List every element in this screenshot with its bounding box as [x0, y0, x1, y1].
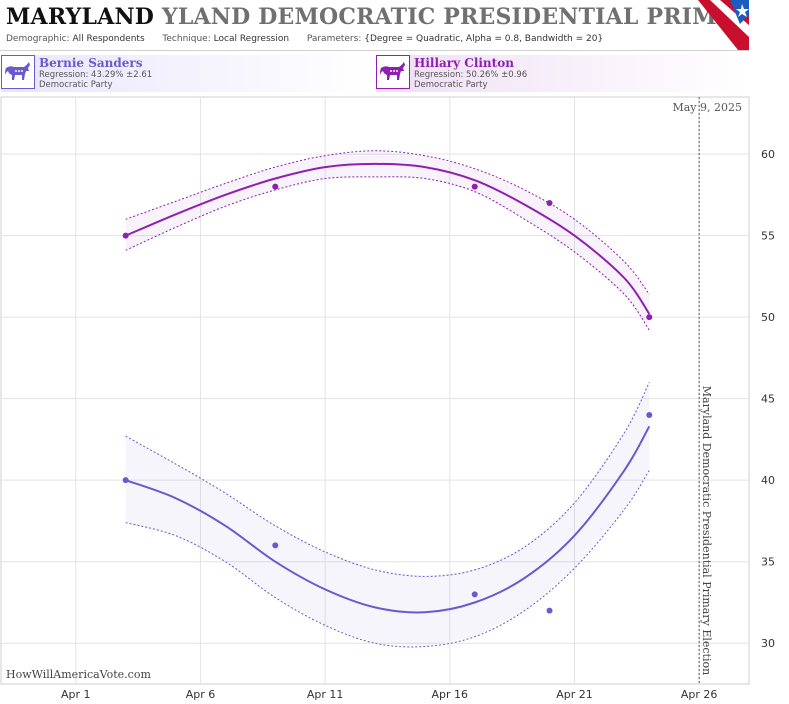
y-tick-label: 30	[761, 637, 775, 650]
plot-area	[0, 96, 750, 685]
poll-points	[122, 183, 653, 614]
candidate-card-clinton: Hillary Clinton Regression: 50.26% ±0.96…	[376, 55, 746, 92]
fit-lines	[125, 162, 651, 614]
candidate-regression: Regression: 43.29% ±2.61	[39, 70, 153, 80]
poll-point	[272, 542, 279, 549]
candidate-regression: Regression: 50.26% ±0.96	[414, 70, 528, 80]
y-tick-label: 35	[761, 556, 775, 569]
upper-bound-line	[125, 382, 650, 577]
title-rest: YLAND DEMOCRATIC PRESIDENTIAL PRIMARY 20…	[161, 4, 749, 30]
poll-point	[646, 314, 653, 321]
regression-line	[125, 162, 651, 315]
upper-bound-line	[125, 150, 650, 295]
parameters-label: Parameters:	[306, 34, 362, 44]
poll-point	[471, 591, 478, 598]
event-label: Maryland Democratic Presidential Primary…	[700, 386, 713, 675]
y-tick-label: 50	[761, 311, 775, 324]
poll-point	[122, 477, 129, 484]
technique-value: Local Regression	[213, 34, 290, 44]
title-state: MARYLAND	[6, 4, 155, 30]
chart-header: MARYLAND YLAND DEMOCRATIC PRESIDENTIAL P…	[0, 0, 749, 51]
y-tick-label: 45	[761, 393, 775, 406]
candidate-name: Hillary Clinton	[414, 56, 514, 70]
donkey-icon	[1, 55, 35, 89]
poll-point	[546, 607, 553, 614]
poll-point	[122, 232, 129, 239]
poll-point	[471, 183, 478, 190]
site-logo-icon	[698, 0, 749, 50]
donkey-icon	[376, 55, 410, 89]
parameters-value: {Degree = Quadratic, Alpha = 0.8, Bandwi…	[364, 34, 604, 44]
confidence-bands	[125, 150, 650, 648]
x-tick-label: Apr 21	[556, 688, 593, 701]
candidate-name: Bernie Sanders	[39, 56, 143, 70]
y-tick-label: 55	[761, 230, 775, 243]
x-tick-label: Apr 6	[186, 688, 216, 701]
poll-point	[272, 183, 279, 190]
date-label: May 9, 2025	[672, 101, 742, 114]
poll-point	[646, 411, 653, 418]
y-tick-label: 60	[761, 148, 775, 161]
watermark-text: HowWillAmericaVote.com	[6, 668, 151, 681]
chart-parameters: Demographic: All Respondents Technique: …	[6, 34, 603, 44]
x-tick-label: Apr 26	[681, 688, 718, 701]
x-tick-label: Apr 16	[432, 688, 469, 701]
x-tick-label: Apr 11	[307, 688, 344, 701]
lower-bound-line	[125, 176, 650, 331]
axes: Apr 1 Apr 6 Apr 11 Apr 16 Apr 21 Apr 26 30 35 40…	[61, 97, 775, 701]
candidate-party: Democratic Party	[414, 80, 488, 90]
grid	[0, 96, 750, 685]
regression-chart: Apr 1 Apr 6 Apr 11 Apr 16 Apr 21 Apr 26 30 35 40…	[0, 96, 775, 701]
y-tick-label: 40	[761, 474, 775, 487]
poll-point	[546, 199, 553, 206]
regression-line	[125, 425, 651, 614]
candidate-card-sanders: Bernie Sanders Regression: 43.29% ±2.61 …	[1, 55, 371, 92]
demographic-value: All Respondents	[72, 34, 145, 44]
lower-bound-line	[125, 470, 650, 648]
chart-title: MARYLAND YLAND DEMOCRATIC PRESIDENTIAL P…	[6, 4, 749, 30]
candidate-party: Democratic Party	[39, 80, 113, 90]
confidence-band	[125, 382, 650, 647]
x-tick-label: Apr 1	[61, 688, 91, 701]
demographic-label: Demographic:	[6, 34, 70, 44]
technique-label: Technique:	[162, 34, 211, 44]
